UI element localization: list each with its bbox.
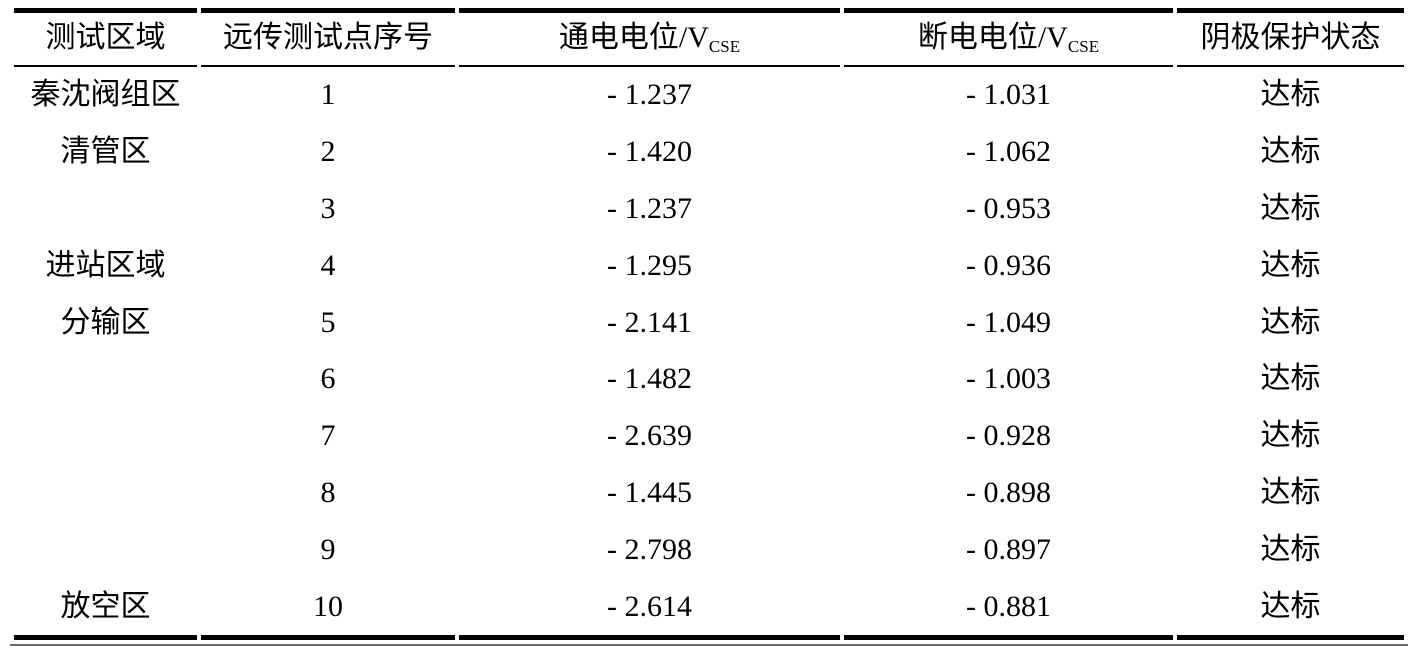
on-potential-cell: - 2.141 <box>607 305 692 339</box>
header-label: 阴极保护状态 <box>1200 21 1381 55</box>
on-potential-cell: - 1.420 <box>607 135 692 169</box>
col-header-test-area: 测试区域 <box>14 8 197 67</box>
off-potential-cell: - 1.049 <box>966 305 1051 339</box>
point-number-cell: 4 <box>320 248 336 282</box>
status-cell: 达标 <box>1260 248 1321 282</box>
status-cell: 达标 <box>1260 362 1321 396</box>
header-label: 断电电位/V <box>917 21 1068 55</box>
measurement-table-container: 测试区域 远传测试点序号 通电电位/VCSE 断电电位/VCSE 阴极保护状态 … <box>10 8 1408 640</box>
off-potential-cell: - 0.881 <box>844 578 1173 640</box>
area-cell <box>14 408 197 465</box>
cathodic-protection-table: 测试区域 远传测试点序号 通电电位/VCSE 断电电位/VCSE 阴极保护状态 … <box>10 8 1408 640</box>
on-potential-cell: - 2.614 <box>459 578 840 640</box>
table-row: 7 - 2.639 - 0.928 达标 <box>14 408 1404 465</box>
off-potential-cell: - 1.062 <box>966 135 1051 169</box>
off-potential-cell: - 0.897 <box>966 532 1051 566</box>
table-row: 秦沈阀组区 1 - 1.237 - 1.031 达标 <box>14 67 1404 124</box>
off-potential-cell: - 0.936 <box>966 248 1051 282</box>
point-number-cell: 9 <box>320 532 336 566</box>
status-cell: 达标 <box>1177 578 1404 640</box>
table-row: 9 - 2.798 - 0.897 达标 <box>14 521 1404 578</box>
area-cell: 进站区域 <box>45 248 166 282</box>
point-number-cell: 8 <box>320 475 336 509</box>
on-potential-cell: - 1.445 <box>607 475 692 509</box>
header-label: 测试区域 <box>45 21 166 55</box>
area-cell: 秦沈阀组区 <box>30 78 181 112</box>
point-number-cell: 6 <box>320 362 336 396</box>
off-potential-cell: - 0.898 <box>966 475 1051 509</box>
status-cell: 达标 <box>1260 135 1321 169</box>
area-cell <box>14 465 197 522</box>
point-number-cell: 3 <box>320 191 336 225</box>
off-potential-cell: - 1.031 <box>966 78 1051 112</box>
area-cell <box>14 351 197 408</box>
subscript-cse: CSE <box>1067 36 1100 56</box>
point-number-cell: 5 <box>320 305 336 339</box>
on-potential-cell: - 2.798 <box>607 532 692 566</box>
col-header-protection-status: 阴极保护状态 <box>1177 8 1404 67</box>
point-number-cell: 7 <box>320 419 336 453</box>
table-row: 分输区 5 - 2.141 - 1.049 达标 <box>14 294 1404 351</box>
table-row: 放空区 10 - 2.614 - 0.881 达标 <box>14 578 1404 640</box>
point-number-cell: 1 <box>320 78 336 112</box>
point-number-cell: 2 <box>320 135 336 169</box>
header-label: 远传测试点序号 <box>223 21 433 55</box>
area-cell: 分输区 <box>60 305 151 339</box>
on-potential-cell: - 1.237 <box>607 191 692 225</box>
off-potential-cell: - 0.953 <box>966 191 1051 225</box>
col-header-point-number: 远传测试点序号 <box>201 8 455 67</box>
area-cell <box>14 181 197 238</box>
col-header-off-potential: 断电电位/VCSE <box>844 8 1173 67</box>
off-potential-cell: - 0.928 <box>966 419 1051 453</box>
header-label: 通电电位/V <box>558 21 709 55</box>
bottom-rule-artifact <box>10 644 1408 646</box>
table-row: 6 - 1.482 - 1.003 达标 <box>14 351 1404 408</box>
on-potential-cell: - 1.482 <box>607 362 692 396</box>
col-header-on-potential: 通电电位/VCSE <box>459 8 840 67</box>
on-potential-cell: - 1.237 <box>607 78 692 112</box>
on-potential-cell: - 2.639 <box>607 419 692 453</box>
area-cell: 清管区 <box>60 135 151 169</box>
status-cell: 达标 <box>1260 191 1321 225</box>
table-row: 清管区 2 - 1.420 - 1.062 达标 <box>14 124 1404 181</box>
off-potential-cell: - 1.003 <box>966 362 1051 396</box>
header-row: 测试区域 远传测试点序号 通电电位/VCSE 断电电位/VCSE 阴极保护状态 <box>14 8 1404 67</box>
area-cell <box>14 521 197 578</box>
table-row: 3 - 1.237 - 0.953 达标 <box>14 181 1404 238</box>
on-potential-cell: - 1.295 <box>607 248 692 282</box>
status-cell: 达标 <box>1260 305 1321 339</box>
table-row: 进站区域 4 - 1.295 - 0.936 达标 <box>14 237 1404 294</box>
status-cell: 达标 <box>1260 78 1321 112</box>
subscript-cse: CSE <box>708 36 741 56</box>
status-cell: 达标 <box>1260 532 1321 566</box>
area-cell: 放空区 <box>14 578 197 640</box>
status-cell: 达标 <box>1260 419 1321 453</box>
status-cell: 达标 <box>1260 475 1321 509</box>
table-row: 8 - 1.445 - 0.898 达标 <box>14 465 1404 522</box>
point-number-cell: 10 <box>201 578 455 640</box>
